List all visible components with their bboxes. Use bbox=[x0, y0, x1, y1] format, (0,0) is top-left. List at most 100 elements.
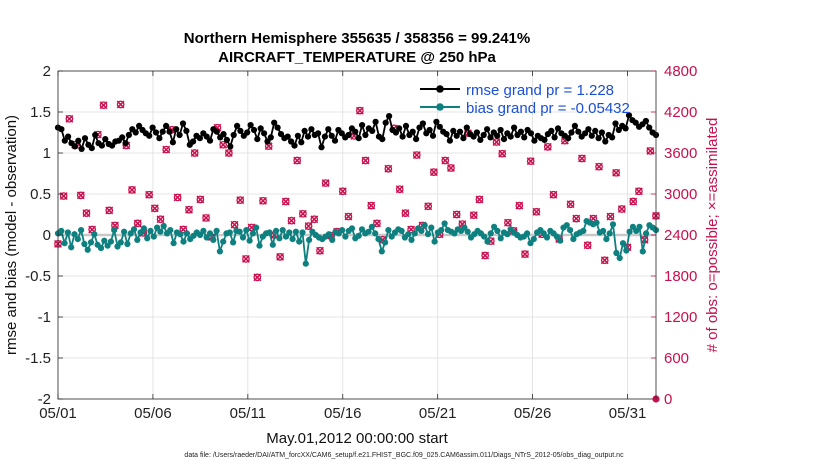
obs-count-marker bbox=[236, 196, 245, 205]
obs-count-marker bbox=[475, 195, 484, 204]
obs-count-marker bbox=[316, 246, 324, 255]
point-bias bbox=[567, 227, 574, 234]
point-rmse bbox=[71, 143, 78, 150]
obs-count-marker bbox=[150, 204, 159, 213]
obs-count-marker bbox=[224, 149, 233, 157]
obs-count-marker bbox=[629, 197, 638, 206]
point-rmse bbox=[359, 122, 366, 129]
point-rmse bbox=[497, 126, 504, 134]
point-rmse bbox=[173, 126, 180, 133]
y-right-tick-label: 4200 bbox=[664, 104, 697, 121]
y-right-tick-label: 0 bbox=[664, 391, 672, 408]
point-bias bbox=[441, 220, 448, 227]
point-bias bbox=[292, 228, 299, 235]
point-rmse bbox=[159, 128, 166, 135]
obs-count-marker bbox=[133, 219, 142, 228]
point-bias bbox=[78, 227, 85, 234]
x-tick-label: 05/31 bbox=[609, 405, 647, 422]
point-bias bbox=[177, 231, 184, 238]
x-tick-label: 05/01 bbox=[39, 405, 77, 422]
point-rmse bbox=[443, 131, 450, 138]
y-right-tick-label: 600 bbox=[664, 350, 689, 367]
point-rmse bbox=[298, 139, 305, 146]
x-tick-label: 05/06 bbox=[134, 405, 172, 422]
point-rmse bbox=[565, 135, 572, 142]
point-bias bbox=[170, 240, 177, 247]
y-tick-label: 1.5 bbox=[30, 104, 51, 121]
y-right-tick-label: 3600 bbox=[664, 145, 697, 162]
point-bias bbox=[481, 233, 488, 240]
point-rmse bbox=[294, 132, 301, 139]
point-bias bbox=[348, 225, 356, 232]
point-bias bbox=[325, 231, 332, 238]
point-rmse bbox=[75, 137, 82, 144]
point-rmse bbox=[230, 131, 237, 139]
point-rmse bbox=[146, 132, 153, 139]
obs-count-marker bbox=[447, 164, 455, 172]
point-rmse bbox=[122, 140, 129, 147]
point-bias bbox=[239, 234, 247, 241]
point-bias bbox=[606, 230, 613, 237]
obs-count-marker bbox=[503, 218, 512, 227]
obs-count-marker bbox=[595, 162, 603, 171]
point-rmse bbox=[527, 130, 535, 137]
point-bias bbox=[368, 223, 375, 230]
obs-count-marker bbox=[99, 101, 108, 110]
obs-count-marker bbox=[185, 205, 193, 214]
point-bias bbox=[306, 236, 313, 243]
point-bias bbox=[609, 221, 617, 228]
point-rmse bbox=[65, 133, 72, 140]
point-bias bbox=[117, 239, 124, 246]
obs-count-marker bbox=[82, 209, 91, 218]
obs-count-marker bbox=[281, 197, 290, 206]
point-bias bbox=[484, 238, 491, 245]
obs-count-marker bbox=[242, 254, 250, 263]
point-rmse bbox=[625, 112, 633, 119]
point-bias bbox=[160, 222, 167, 230]
point-rmse bbox=[271, 119, 278, 126]
point-rmse bbox=[304, 133, 312, 140]
point-bias bbox=[226, 229, 233, 236]
point-bias bbox=[111, 227, 118, 234]
y-tick-label: 0 bbox=[43, 227, 51, 244]
point-bias bbox=[524, 230, 531, 237]
point-rmse bbox=[487, 134, 494, 141]
point-rmse bbox=[399, 133, 406, 140]
point-rmse bbox=[277, 131, 285, 138]
point-rmse bbox=[413, 136, 420, 143]
point-rmse bbox=[571, 122, 579, 129]
point-bias bbox=[504, 231, 511, 238]
obs-count-marker bbox=[617, 205, 626, 213]
point-bias bbox=[213, 227, 220, 234]
point-rmse bbox=[338, 130, 345, 137]
point-bias bbox=[200, 227, 207, 234]
point-rmse bbox=[163, 122, 170, 129]
point-rmse bbox=[592, 127, 599, 134]
point-rmse bbox=[176, 131, 183, 139]
point-bias bbox=[140, 225, 147, 232]
point-rmse bbox=[206, 137, 214, 144]
point-bias bbox=[150, 233, 157, 240]
point-rmse bbox=[500, 136, 508, 143]
point-rmse bbox=[308, 126, 315, 133]
obs-count-marker bbox=[128, 185, 136, 194]
point-rmse bbox=[436, 123, 443, 130]
point-bias bbox=[101, 237, 108, 244]
point-rmse bbox=[541, 136, 548, 143]
point-rmse bbox=[386, 113, 393, 120]
obs-count-marker bbox=[578, 154, 586, 163]
point-rmse bbox=[588, 132, 595, 139]
point-bias bbox=[643, 230, 650, 237]
point-rmse bbox=[284, 133, 291, 140]
point-bias bbox=[636, 223, 643, 230]
point-rmse bbox=[372, 118, 379, 125]
point-bias bbox=[623, 247, 630, 254]
point-rmse bbox=[355, 135, 362, 142]
obs-count-marker bbox=[532, 207, 541, 216]
point-bias bbox=[424, 231, 432, 238]
obs-count-marker bbox=[253, 273, 262, 282]
point-bias bbox=[580, 227, 587, 234]
point-rmse bbox=[92, 131, 99, 139]
obs-count-marker bbox=[293, 156, 302, 165]
point-rmse bbox=[632, 119, 639, 126]
